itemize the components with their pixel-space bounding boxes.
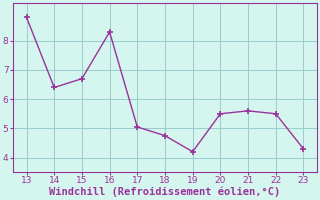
X-axis label: Windchill (Refroidissement éolien,°C): Windchill (Refroidissement éolien,°C) bbox=[49, 187, 281, 197]
